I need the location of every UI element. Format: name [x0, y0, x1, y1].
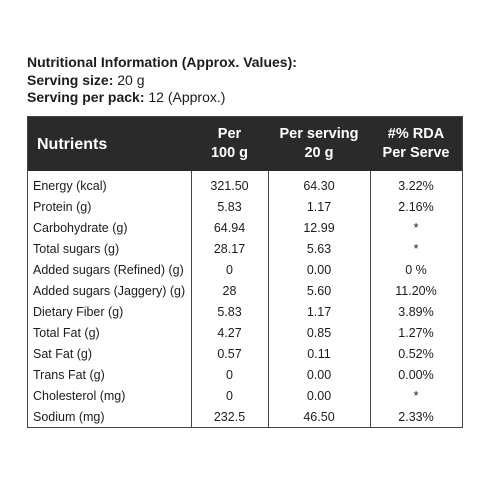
- serving-per-pack-value: 12 (Approx.): [148, 89, 226, 105]
- column-header-per-100g: Per 100 g: [191, 117, 268, 171]
- rda-value: 2.33%: [398, 410, 434, 424]
- per-100g-value: 4.27: [217, 326, 242, 340]
- per-serving-value: 46.50: [303, 410, 335, 424]
- column-header-per-serving: Per serving 20 g: [268, 117, 370, 171]
- per-serving-value: 0.00: [306, 368, 332, 382]
- serving-size-line: Serving size: 20 g: [27, 72, 297, 90]
- nutrient-name: Cholesterol (mg): [33, 389, 126, 403]
- per-100g-value: 0.57: [217, 347, 242, 361]
- nutrient-name: Total sugars (g): [33, 242, 120, 256]
- table-row: Dietary Fiber (g) 5.83 1.17 3.89%: [28, 302, 462, 323]
- rda-value: 0 %: [405, 263, 427, 277]
- column-header-rda-line1: #% RDA: [387, 126, 445, 142]
- nutrient-name: Protein (g): [33, 200, 92, 214]
- per-serving-value: 0.00: [306, 389, 332, 403]
- per-100g-value: 321.50: [210, 179, 249, 193]
- nutrient-name: Trans Fat (g): [33, 368, 105, 382]
- table-row: Total Fat (g) 4.27 0.85 1.27%: [28, 323, 462, 344]
- rda-value: 2.16%: [398, 200, 434, 214]
- table-row: Protein (g) 5.83 1.17 2.16%: [28, 197, 462, 218]
- nutrient-name: Dietary Fiber (g): [33, 305, 124, 319]
- rda-value: 0.52%: [398, 347, 434, 361]
- per-serving-value: 0.85: [306, 326, 332, 340]
- column-divider: [191, 171, 192, 427]
- column-divider: [268, 171, 269, 427]
- nutrient-name: Added sugars (Refined) (g): [33, 263, 184, 277]
- table-row: Cholesterol (mg) 0 0.00 *: [28, 386, 462, 407]
- per-100g-value: 232.5: [213, 410, 246, 424]
- table-row: Added sugars (Refined) (g) 0 0.00 0 %: [28, 260, 462, 281]
- nutrient-name: Added sugars (Jaggery) (g): [33, 284, 186, 298]
- table-header: Nutrients Per 100 g Per serving 20 g #% …: [28, 117, 462, 171]
- nutrient-name: Carbohydrate (g): [33, 221, 128, 235]
- per-100g-value: 0: [226, 368, 233, 382]
- rda-value: *: [413, 389, 419, 403]
- rda-value: 3.89%: [398, 305, 434, 319]
- per-100g-value: 28: [222, 284, 237, 298]
- column-header-per-serving-line2: 20 g: [304, 145, 334, 161]
- serving-size-label: Serving size:: [27, 71, 114, 88]
- per-serving-value: 5.60: [306, 284, 332, 298]
- table-row: Energy (kcal) 321.50 64.30 3.22%: [28, 176, 462, 197]
- nutrient-name: Total Fat (g): [33, 326, 100, 340]
- rda-value: 0.00%: [398, 368, 434, 382]
- table-row: Total sugars (g) 28.17 5.63 *: [28, 239, 462, 260]
- column-header-nutrients: Nutrients: [28, 117, 200, 171]
- per-100g-value: 64.94: [213, 221, 246, 235]
- column-header-rda: #% RDA Per Serve: [370, 117, 462, 171]
- rda-value: *: [413, 242, 419, 256]
- serving-per-pack-line: Serving per pack: 12 (Approx.): [27, 89, 297, 107]
- column-header-per-100g-line1: Per: [217, 126, 242, 142]
- nutrition-table: Nutrients Per 100 g Per serving 20 g #% …: [27, 116, 463, 428]
- serving-size-value: 20 g: [117, 71, 145, 88]
- nutrient-name: Sodium (mg): [33, 410, 105, 424]
- per-100g-value: 5.83: [217, 305, 242, 319]
- column-header-rda-line2: Per Serve: [382, 145, 450, 161]
- per-serving-value: 0.11: [307, 347, 331, 361]
- per-100g-value: 5.83: [217, 200, 242, 214]
- per-100g-value: 0: [226, 263, 233, 277]
- per-100g-value: 28.17: [213, 242, 246, 256]
- nutrient-name: Sat Fat (g): [33, 347, 93, 361]
- column-divider: [370, 171, 371, 427]
- nutrient-name: Energy (kcal): [33, 179, 107, 193]
- rda-value: *: [413, 221, 419, 235]
- nutrition-header: Nutritional Information (Approx. Values)…: [27, 54, 297, 107]
- table-row: Carbohydrate (g) 64.94 12.99 *: [28, 218, 462, 239]
- per-serving-value: 12.99: [303, 221, 335, 235]
- nutrition-title: Nutritional Information (Approx. Values)…: [27, 54, 297, 70]
- serving-per-pack-label: Serving per pack:: [27, 89, 145, 105]
- per-serving-value: 64.30: [303, 179, 335, 193]
- table-row: Added sugars (Jaggery) (g) 28 5.60 11.20…: [28, 281, 462, 302]
- column-header-per-serving-line1: Per serving: [279, 126, 359, 142]
- per-serving-value: 0.00: [306, 263, 332, 277]
- table-row: Sodium (mg) 232.5 46.50 2.33%: [28, 407, 462, 428]
- rda-value: 11.20%: [395, 284, 437, 298]
- column-header-per-100g-line2: 100 g: [210, 145, 249, 161]
- table-row: Trans Fat (g) 0 0.00 0.00%: [28, 365, 462, 386]
- per-serving-value: 1.17: [306, 305, 332, 319]
- per-serving-value: 1.17: [306, 200, 332, 214]
- per-100g-value: 0: [226, 389, 233, 403]
- per-serving-value: 5.63: [306, 242, 332, 256]
- column-header-nutrients-label: Nutrients: [37, 135, 108, 153]
- rda-value: 1.27%: [398, 326, 434, 340]
- rda-value: 3.22%: [398, 179, 434, 193]
- table-row: Sat Fat (g) 0.57 0.11 0.52%: [28, 344, 462, 365]
